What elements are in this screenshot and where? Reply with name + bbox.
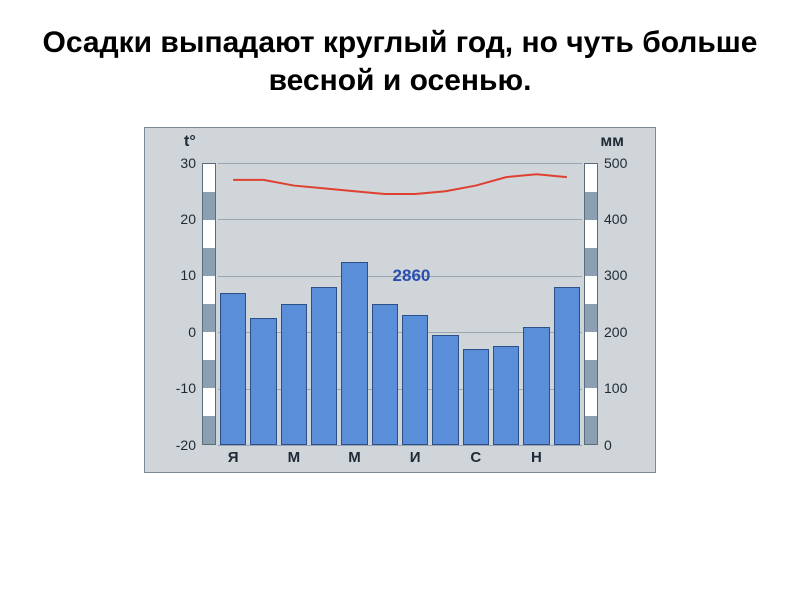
month-label [491,449,521,466]
scale-band [203,164,215,192]
gridline [218,445,582,446]
left-tick-label: 0 [166,324,196,340]
left-tick-label: -10 [166,380,196,396]
month-label [309,449,339,466]
right-axis-label: мм [600,133,624,151]
temperature-line [218,163,582,445]
right-tick-label: 100 [604,380,627,396]
scale-band [585,388,597,416]
month-label: Н [521,449,551,466]
left-scale-strip [202,163,216,445]
scale-band [585,332,597,360]
left-tick-label: 30 [166,155,196,171]
month-label: И [400,449,430,466]
scale-band [585,416,597,444]
month-label: С [461,449,491,466]
slide-title: Осадки выпадают круглый год, но чуть бол… [0,0,800,109]
total-annotation: 2860 [393,266,431,286]
month-label [552,449,582,466]
slide: Осадки выпадают круглый год, но чуть бол… [0,0,800,600]
scale-band [203,360,215,388]
right-tick-label: 500 [604,155,627,171]
scale-band [585,276,597,304]
month-label: М [339,449,369,466]
x-axis-labels: ЯММИСН [218,449,582,466]
month-label [248,449,278,466]
scale-band [203,304,215,332]
scale-band [203,276,215,304]
scale-band [203,332,215,360]
scale-band [585,248,597,276]
temperature-path [233,174,567,194]
right-tick-label: 200 [604,324,627,340]
month-label: М [279,449,309,466]
plot-area: 2860 ЯММИСН [218,163,582,445]
left-tick-label: 20 [166,211,196,227]
climograph-chart: t° мм 3020100-10-20 5004003002001000 286… [144,127,656,473]
scale-band [585,220,597,248]
right-tick-label: 0 [604,437,612,453]
scale-band [203,192,215,220]
month-label [370,449,400,466]
scale-band [203,416,215,444]
scale-band [585,360,597,388]
scale-band [585,304,597,332]
right-tick-label: 300 [604,267,627,283]
left-axis-label: t° [184,133,196,151]
month-label [430,449,460,466]
month-label: Я [218,449,248,466]
scale-band [203,388,215,416]
scale-band [203,248,215,276]
scale-band [203,220,215,248]
left-tick-label: 10 [166,267,196,283]
left-tick-label: -20 [166,437,196,453]
scale-band [585,164,597,192]
right-tick-label: 400 [604,211,627,227]
scale-band [585,192,597,220]
right-scale-strip [584,163,598,445]
